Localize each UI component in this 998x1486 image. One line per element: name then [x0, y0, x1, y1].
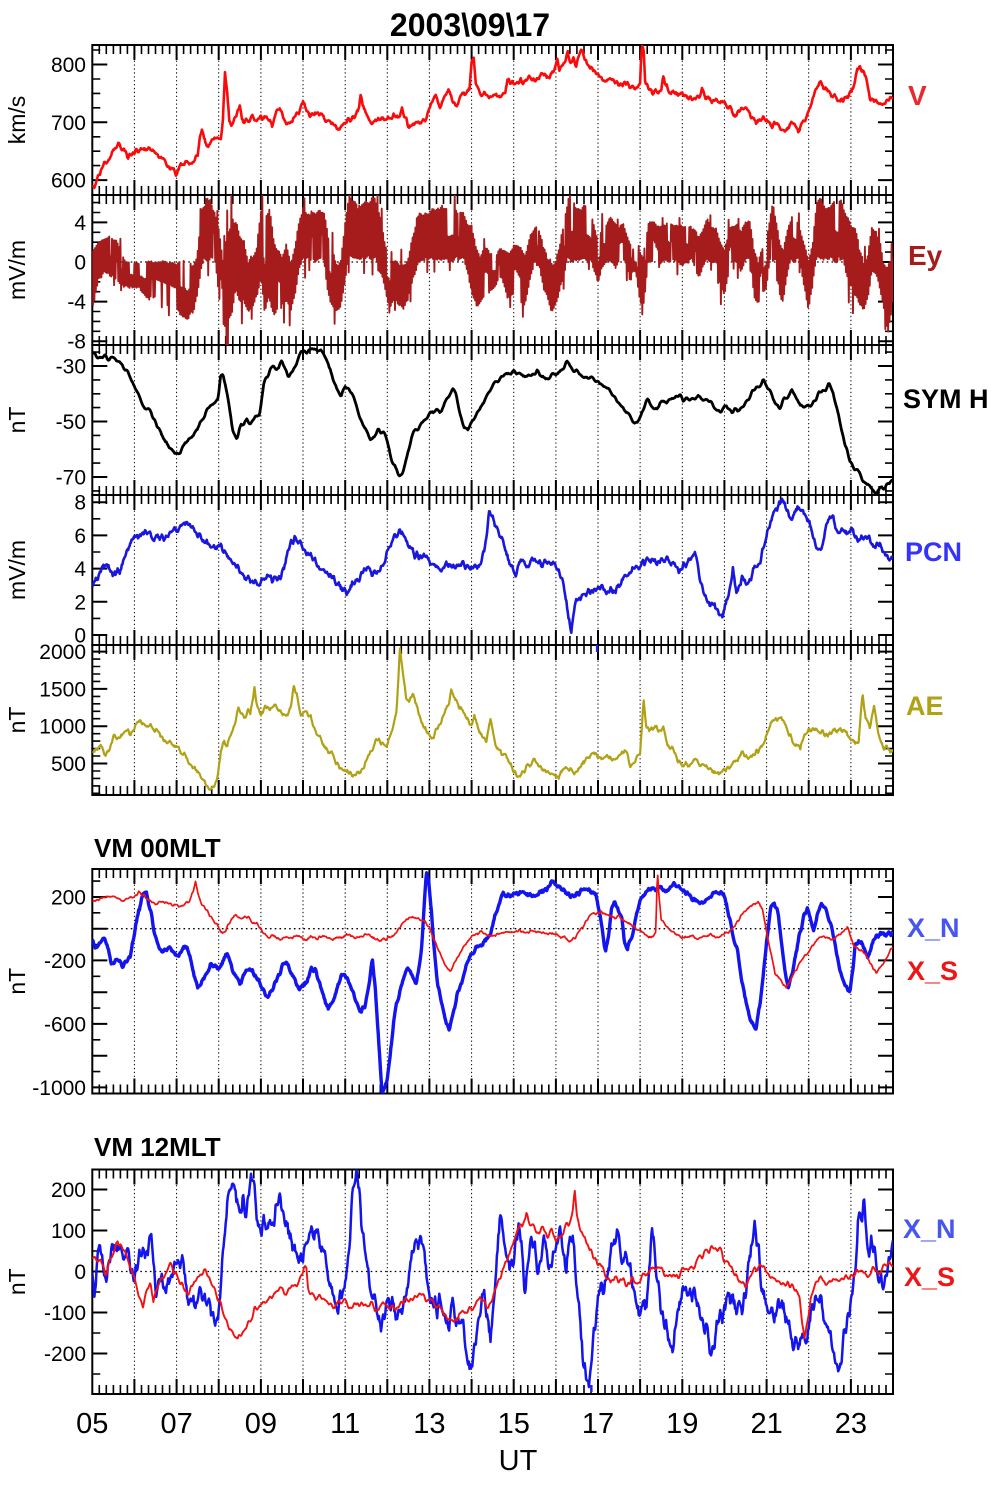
- svg-text:0: 0: [74, 252, 86, 275]
- svg-text:2003\09\17: 2003\09\17: [390, 7, 550, 43]
- svg-text:07: 07: [160, 1408, 192, 1440]
- svg-text:-50: -50: [56, 411, 86, 434]
- svg-text:Ey: Ey: [908, 240, 943, 271]
- svg-text:X_S: X_S: [904, 1262, 955, 1292]
- svg-text:19: 19: [666, 1408, 698, 1440]
- svg-text:200: 200: [51, 1179, 86, 1202]
- svg-text:VM 00MLT: VM 00MLT: [94, 833, 221, 863]
- svg-text:11: 11: [330, 1408, 360, 1440]
- svg-text:-200: -200: [44, 1343, 86, 1366]
- svg-text:-600: -600: [44, 1013, 86, 1036]
- svg-text:4: 4: [74, 558, 86, 581]
- svg-text:nT: nT: [4, 1268, 30, 1295]
- svg-text:17: 17: [582, 1408, 614, 1440]
- svg-text:UT: UT: [499, 1445, 538, 1477]
- svg-text:-200: -200: [44, 950, 86, 973]
- svg-text:-4: -4: [67, 291, 86, 314]
- svg-text:-8: -8: [67, 331, 86, 354]
- svg-text:4: 4: [74, 212, 86, 235]
- svg-text:X_N: X_N: [907, 913, 960, 943]
- svg-text:6: 6: [74, 525, 86, 548]
- svg-text:-30: -30: [56, 356, 86, 379]
- svg-text:mV/m: mV/m: [4, 540, 30, 600]
- svg-text:AE: AE: [906, 691, 944, 721]
- svg-text:2: 2: [74, 591, 86, 614]
- svg-text:0: 0: [74, 625, 86, 648]
- svg-text:-100: -100: [44, 1302, 86, 1325]
- svg-text:200: 200: [51, 886, 86, 909]
- svg-text:nT: nT: [4, 407, 30, 434]
- svg-text:nT: nT: [4, 707, 30, 734]
- svg-text:800: 800: [51, 54, 86, 77]
- svg-text:1000: 1000: [39, 716, 86, 739]
- svg-text:VM 12MLT: VM 12MLT: [94, 1132, 221, 1162]
- svg-text:2000: 2000: [39, 641, 86, 664]
- svg-text:1500: 1500: [39, 678, 86, 701]
- svg-text:23: 23: [835, 1408, 867, 1440]
- svg-text:PCN: PCN: [905, 537, 962, 567]
- svg-text:mV/m: mV/m: [4, 240, 30, 300]
- svg-text:09: 09: [245, 1408, 277, 1440]
- svg-text:700: 700: [51, 112, 86, 135]
- svg-text:-1000: -1000: [32, 1077, 86, 1100]
- svg-text:15: 15: [498, 1408, 530, 1440]
- svg-text:21: 21: [750, 1408, 782, 1440]
- svg-text:8: 8: [74, 492, 86, 515]
- svg-text:05: 05: [76, 1408, 108, 1440]
- svg-text:-70: -70: [56, 467, 86, 490]
- svg-text:km/s: km/s: [4, 96, 30, 145]
- svg-text:100: 100: [51, 1220, 86, 1243]
- svg-text:X_N: X_N: [903, 1214, 956, 1244]
- svg-text:X_S: X_S: [907, 956, 958, 986]
- svg-text:V: V: [908, 80, 927, 111]
- svg-text:nT: nT: [4, 968, 30, 995]
- svg-text:0: 0: [74, 1261, 86, 1284]
- svg-text:600: 600: [51, 170, 86, 193]
- svg-text:500: 500: [51, 753, 86, 776]
- svg-text:SYM H: SYM H: [903, 384, 989, 414]
- svg-text:13: 13: [413, 1408, 445, 1440]
